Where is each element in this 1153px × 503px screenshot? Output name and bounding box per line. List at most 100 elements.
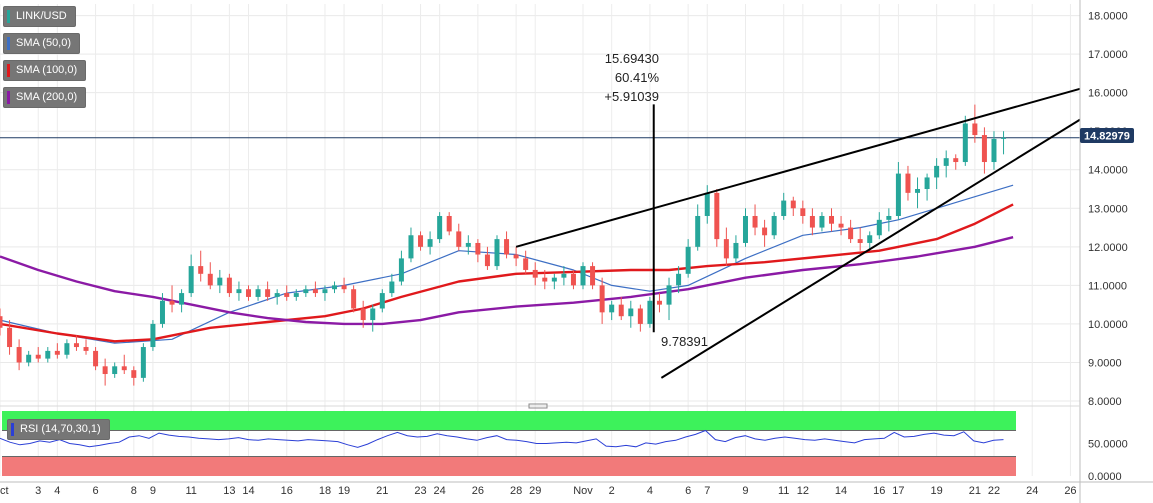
date-tick-label: 21 [376,485,388,497]
candle [360,300,366,328]
rsi-oversold-zone [2,456,1016,476]
candle-body [886,215,892,220]
date-tick-label: 6 [93,485,99,497]
candle-body [504,239,510,255]
date-tick-label: 3 [35,485,41,497]
candle-body [742,215,748,243]
candle-body [16,347,22,363]
date-tick-label: 17 [892,485,904,497]
legend-sma200-swatch [7,91,10,104]
date-tick-label: 24 [434,485,446,497]
candle [16,339,22,371]
candle-body [341,285,347,290]
candle [159,293,165,328]
candle [332,281,338,294]
candle-body [456,231,462,247]
candle-body [867,235,873,243]
price-tick-label: 9.0000 [1088,357,1122,369]
legend-sma100-swatch [7,64,10,77]
candle-body [733,242,739,259]
candle-body [265,289,271,297]
candle-body [790,200,796,209]
measure-delta-label: +5.91039 [604,89,659,104]
upper-trendline [515,87,1081,248]
candle-body [207,273,213,286]
candle [676,266,682,294]
candle-body [924,177,930,190]
candle-body [83,347,89,351]
candle-body [494,239,500,267]
date-tick-label: 28 [510,485,522,497]
measure-high-label: 15.69430 [605,51,659,66]
candle [781,192,787,220]
candle [465,235,471,255]
date-tick-label: 26 [1064,485,1076,497]
candle-body [628,308,634,317]
candle [656,293,662,313]
candle [915,177,921,209]
candle-body [236,289,242,294]
candle-body [26,354,32,363]
legend-sma100[interactable]: SMA (100,0) [3,60,87,81]
candle-body [829,215,835,224]
date-tick-label: 22 [988,485,1000,497]
legend-sma200-label: SMA (200,0) [16,91,78,103]
candle-body [245,289,251,297]
rsi-line [0,429,1004,448]
candle [809,208,815,236]
candle-body [771,215,777,236]
candle-body [370,308,376,321]
rsi-tick-label: 0.0000 [1088,471,1122,483]
date-tick-label: Oct [0,485,9,497]
candle-body [379,293,385,309]
candle-body [905,173,911,193]
rsi-tick-label: 50.0000 [1088,439,1128,451]
candle-body [484,254,490,267]
candle [0,308,3,336]
candle [427,231,433,255]
candle [169,285,175,313]
candle [303,285,309,297]
candle-body [179,293,185,305]
candle-body [513,254,519,259]
candle-body [551,277,557,282]
candle-body [934,165,940,178]
date-tick-label: 29 [529,485,541,497]
candle-body [312,289,318,294]
candle [895,162,901,220]
last-price-tag: 14.82979 [1080,128,1134,143]
candle [131,366,137,386]
candle-body [198,266,204,274]
date-tick-label: 18 [319,485,331,497]
legend-rsi[interactable]: RSI (14,70,30,1) [7,419,110,440]
price-tick-label: 12.0000 [1088,242,1128,254]
legend-sma200[interactable]: SMA (200,0) [3,87,87,108]
candle [561,266,567,286]
candle-body [7,327,13,348]
candle [991,131,997,170]
candle-body [418,235,424,247]
candle-body [809,215,815,228]
legend-pair[interactable]: LINK/USD [3,6,76,27]
candle-body [991,138,997,163]
candle [637,304,643,332]
candle [981,127,987,174]
date-tick-label: 9 [150,485,156,497]
candle-body [131,370,137,378]
candle-body [351,289,357,309]
candle [265,281,271,301]
legend-sma50-label: SMA (50,0) [16,37,72,49]
candle [150,320,156,351]
date-tick-label: 13 [223,485,235,497]
candle [1001,131,1007,155]
candle [829,208,835,232]
candle [236,281,242,301]
candle [924,173,930,201]
candle-body [666,285,672,305]
candle [73,335,79,351]
candle [867,231,873,251]
candle [198,250,204,282]
candle [446,212,452,236]
legend-sma50[interactable]: SMA (50,0) [3,33,81,54]
